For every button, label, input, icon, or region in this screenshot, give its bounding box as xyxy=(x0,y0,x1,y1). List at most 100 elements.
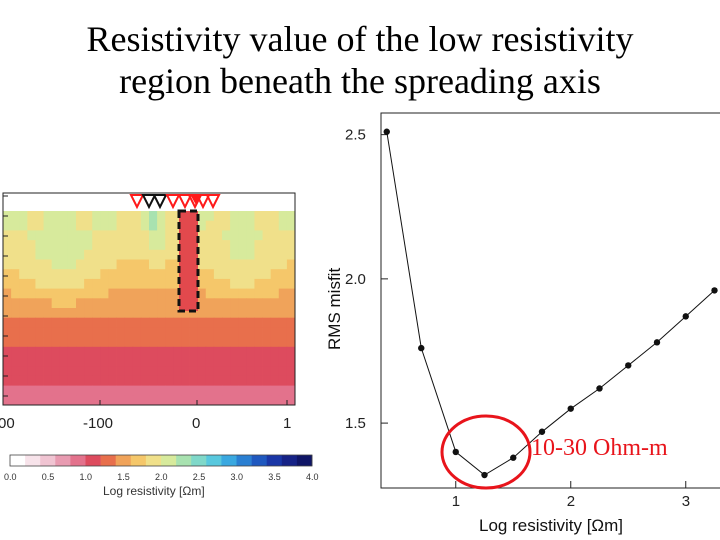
model-cell xyxy=(165,298,174,309)
model-cell xyxy=(132,317,142,328)
model-cell xyxy=(132,259,142,270)
model-cell xyxy=(92,269,101,280)
colorbar-cell xyxy=(100,455,116,466)
model-cell xyxy=(222,230,231,241)
model-cell xyxy=(205,298,215,309)
model-cell xyxy=(270,259,280,270)
model-cell xyxy=(43,308,53,319)
model-cell xyxy=(270,230,280,241)
model-cell xyxy=(92,220,101,231)
data-point xyxy=(481,471,488,479)
model-cell xyxy=(84,317,93,328)
model-cell xyxy=(205,220,215,231)
model-cell xyxy=(205,395,215,406)
model-cell xyxy=(149,220,158,231)
model-cell xyxy=(116,356,126,367)
data-point xyxy=(596,385,603,392)
colorbar-cell xyxy=(236,455,252,466)
model-cell xyxy=(286,249,296,260)
model-cell xyxy=(222,337,231,348)
model-cell xyxy=(140,220,150,231)
model-cell xyxy=(59,366,69,377)
model-cell xyxy=(43,230,53,241)
model-cell xyxy=(230,356,239,367)
model-cell xyxy=(205,259,215,270)
model-cell xyxy=(230,346,239,357)
model-cell xyxy=(254,346,263,357)
model-cell xyxy=(286,288,296,299)
model-cell xyxy=(67,385,77,396)
model-cell xyxy=(27,366,36,377)
model-cell xyxy=(3,375,12,386)
model-cell xyxy=(262,298,272,309)
model-cell xyxy=(149,278,158,289)
model-cell xyxy=(246,278,255,289)
model-cell xyxy=(76,346,85,357)
model-cell xyxy=(262,337,272,348)
model-cell xyxy=(116,269,126,280)
model-cell xyxy=(262,327,272,338)
model-cell xyxy=(205,317,215,328)
model-cell xyxy=(76,327,85,338)
model-cell xyxy=(262,317,272,328)
model-cell xyxy=(124,395,134,406)
model-cell xyxy=(157,249,166,260)
model-cell xyxy=(92,288,101,299)
model-cell xyxy=(278,337,288,348)
model-cell xyxy=(270,375,280,386)
model-cell xyxy=(116,375,126,386)
model-cell xyxy=(84,308,93,319)
model-cell xyxy=(222,356,231,367)
model-cell xyxy=(173,356,182,367)
model-cell xyxy=(84,395,93,406)
model-cell xyxy=(116,366,126,377)
model-cell xyxy=(100,230,109,241)
model-cell xyxy=(262,240,272,251)
model-cell xyxy=(124,327,134,338)
model-cell xyxy=(92,317,101,328)
model-cell xyxy=(92,249,101,260)
model-cell xyxy=(213,269,223,280)
model-cell xyxy=(19,278,28,289)
model-cell xyxy=(67,230,77,241)
model-cell xyxy=(238,375,247,386)
model-cell xyxy=(3,278,12,289)
model-cell xyxy=(51,259,61,270)
model-cell xyxy=(27,269,36,280)
model-cell xyxy=(278,269,288,280)
model-cell xyxy=(124,356,134,367)
model-cell xyxy=(67,317,77,328)
colorbar-cell xyxy=(281,455,298,466)
model-cell xyxy=(116,211,126,222)
model-cell xyxy=(19,337,28,348)
model-cell xyxy=(92,395,101,406)
model-cell xyxy=(100,298,109,309)
colorbar-cell xyxy=(85,455,101,466)
seafloor-stations xyxy=(129,194,221,210)
colorbar-tick-label: 1.0 xyxy=(80,472,93,482)
model-cell xyxy=(238,298,247,309)
model-cell xyxy=(124,249,134,260)
model-cell xyxy=(157,308,166,319)
colorbar-ticks: 0.0 0.5 1.0 1.5 2.0 2.5 3.0 3.5 4.0 xyxy=(4,472,319,482)
model-cell xyxy=(108,230,117,241)
model-cell xyxy=(286,230,296,241)
model-cell xyxy=(19,385,28,396)
model-cell xyxy=(92,308,101,319)
model-cell xyxy=(59,211,69,222)
model-cell xyxy=(157,366,166,377)
model-cell xyxy=(124,288,134,299)
model-cell xyxy=(197,317,207,328)
model-cell xyxy=(165,308,174,319)
model-cell xyxy=(165,337,174,348)
model-cell xyxy=(92,327,101,338)
model-cell xyxy=(76,317,85,328)
model-cell xyxy=(197,395,207,406)
model-cell xyxy=(181,317,190,328)
model-cell xyxy=(116,278,126,289)
model-cell xyxy=(59,308,69,319)
model-cell xyxy=(27,375,36,386)
model-cell xyxy=(124,230,134,241)
model-cell xyxy=(157,395,166,406)
model-cell xyxy=(140,259,150,270)
